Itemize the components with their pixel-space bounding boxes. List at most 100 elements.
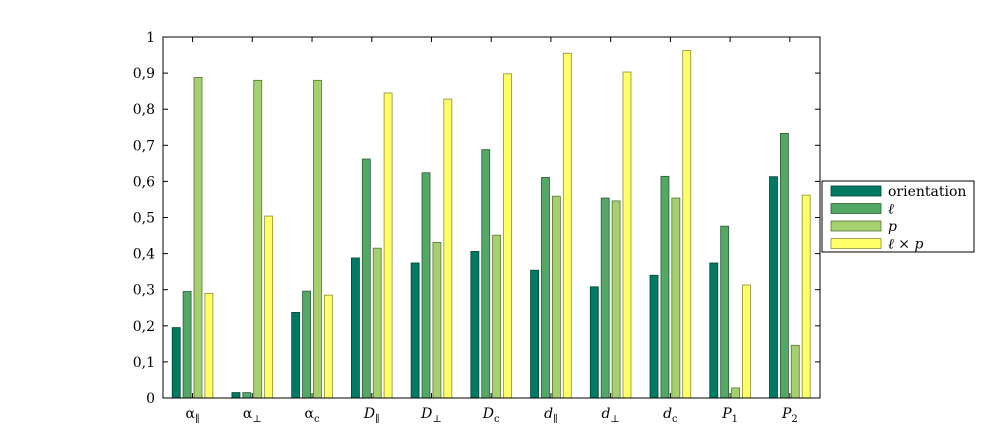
x-tick-label-subscript: ∥ xyxy=(195,413,200,425)
x-tick-label-base: d xyxy=(601,406,610,422)
x-tick-label-subscript: ∥ xyxy=(375,413,380,425)
x-tick-label-base: P xyxy=(721,406,732,422)
bar-3-8 xyxy=(611,200,621,399)
x-tick-label-base: α xyxy=(186,406,196,422)
bar-3-2 xyxy=(253,79,263,399)
bar-4-11 xyxy=(801,194,811,399)
x-tick-label-subscript: c xyxy=(672,414,678,425)
y-tick-label: 0,7 xyxy=(133,138,155,154)
legend: orientation ℓp ℓ × p xyxy=(821,180,975,253)
y-tick-label: 0,3 xyxy=(133,283,155,299)
x-tick-label-base: d xyxy=(663,406,672,422)
bar-2-9 xyxy=(660,175,670,399)
y-tick-label: 0,1 xyxy=(133,355,155,371)
x-tick-label-base: D xyxy=(420,406,432,422)
ticks-layer: 00,10,20,30,40,50,60,70,80,91α∥ α⊥ αc D∥ D⊥ D… xyxy=(133,30,820,425)
legend-label: ℓ xyxy=(888,202,894,218)
x-tick-label: αc xyxy=(304,406,319,425)
bar-1-1 xyxy=(171,327,181,399)
x-tick-label: d∥ xyxy=(544,406,558,425)
x-tick-label: α⊥ xyxy=(243,406,262,425)
bar-3-1 xyxy=(193,77,203,399)
bar-2-11 xyxy=(779,132,789,399)
legend-swatch xyxy=(830,203,882,214)
y-tick-label: 0,2 xyxy=(133,319,155,335)
bar-4-1 xyxy=(204,292,214,399)
bar-1-9 xyxy=(649,274,659,399)
x-tick-label: D∥ xyxy=(363,406,380,425)
bar-4-10 xyxy=(742,284,751,399)
x-tick-label-base: D xyxy=(363,406,375,422)
y-tick-label: 0,4 xyxy=(133,247,155,263)
x-tick-label-subscript: ⊥ xyxy=(610,414,619,425)
legend-label: p xyxy=(888,219,897,235)
bar-4-8 xyxy=(622,71,632,399)
bar-3-11 xyxy=(790,344,800,399)
y-tick-label: 0 xyxy=(146,391,155,407)
x-tick-label-base: P xyxy=(781,406,792,422)
bars-layer xyxy=(171,49,811,399)
bar-1-10 xyxy=(709,262,719,399)
bar-4-6 xyxy=(503,73,512,399)
bar-2-10 xyxy=(720,225,730,399)
x-tick-label-subscript: ⊥ xyxy=(252,414,261,425)
bar-3-5 xyxy=(432,242,442,399)
bar-4-2 xyxy=(264,215,274,399)
y-tick-label: 0,9 xyxy=(133,66,155,82)
legend-swatch xyxy=(830,238,882,249)
bar-1-6 xyxy=(470,251,480,399)
bar-3-6 xyxy=(492,234,502,399)
bar-1-11 xyxy=(769,176,778,399)
bar-3-4 xyxy=(372,247,382,399)
bar-3-9 xyxy=(671,197,681,399)
legend-label: ℓ × p xyxy=(888,237,923,253)
x-tick-label-subscript: 2 xyxy=(791,414,797,425)
bar-1-5 xyxy=(410,262,420,399)
bar-2-3 xyxy=(302,290,311,399)
bar-2-5 xyxy=(421,172,431,399)
bar-1-7 xyxy=(530,269,539,399)
x-tick-label-subscript: 1 xyxy=(732,414,738,425)
bar-3-3 xyxy=(313,79,322,399)
bar-1-8 xyxy=(589,286,599,399)
y-tick-label: 0,6 xyxy=(133,174,155,190)
legend-label: orientation xyxy=(888,184,966,200)
y-tick-label: 0,5 xyxy=(133,211,155,227)
bar-4-4 xyxy=(383,92,393,399)
bar-2-7 xyxy=(541,177,550,399)
bar-2-1 xyxy=(182,291,192,399)
y-tick-label: 0,8 xyxy=(133,102,155,118)
bar-1-3 xyxy=(291,312,301,399)
x-tick-label: d⊥ xyxy=(601,406,619,425)
x-tick-label-base: α xyxy=(304,406,314,422)
x-tick-label-base: d xyxy=(544,406,553,422)
x-tick-label-base: α xyxy=(243,406,253,422)
x-tick-label: α∥ xyxy=(186,406,200,425)
legend-swatch xyxy=(830,185,882,197)
x-tick-label-subscript: c xyxy=(314,414,320,425)
bar-3-7 xyxy=(551,195,561,399)
bar-3-10 xyxy=(731,387,740,399)
x-tick-label: dc xyxy=(663,406,678,425)
bar-2-2 xyxy=(242,392,252,399)
x-tick-label: P1 xyxy=(721,406,738,425)
bar-1-4 xyxy=(350,257,360,399)
bar-4-5 xyxy=(443,98,453,399)
x-tick-label-subscript: ⊥ xyxy=(432,414,441,425)
bar-2-8 xyxy=(600,197,610,399)
x-tick-label-base: D xyxy=(482,406,494,422)
legend-swatch xyxy=(830,220,882,232)
x-tick-label: D⊥ xyxy=(420,406,442,425)
bar-2-4 xyxy=(361,158,371,399)
bar-2-6 xyxy=(481,149,491,399)
x-tick-label: Dc xyxy=(482,406,500,425)
x-tick-label: P2 xyxy=(781,406,798,425)
bar-4-7 xyxy=(562,52,572,399)
bar-4-9 xyxy=(682,49,692,399)
y-tick-label: 1 xyxy=(146,30,155,46)
bar-4-3 xyxy=(323,294,333,399)
x-tick-label-subscript: ∥ xyxy=(553,413,558,425)
bar-1-2 xyxy=(231,392,241,399)
x-tick-label-subscript: c xyxy=(494,414,500,425)
